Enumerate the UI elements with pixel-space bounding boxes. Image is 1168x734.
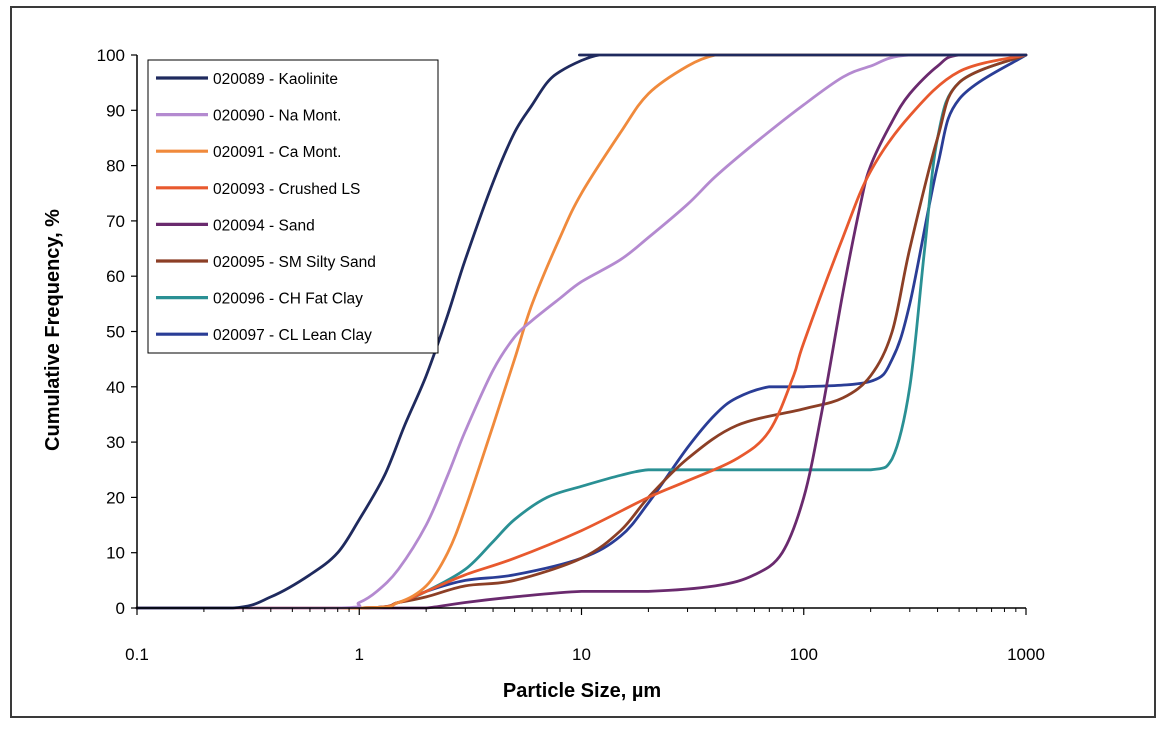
- series-line: [135, 53, 1028, 610]
- legend: 020089 - Kaolinite 020090 - Na Mont. 02009…: [147, 59, 439, 354]
- y-tick-label: 100: [97, 46, 125, 65]
- series-line: [135, 53, 1028, 610]
- y-tick-label: 60: [106, 267, 125, 286]
- legend-entry: 020090 - Na Mont.: [213, 108, 341, 125]
- y-tick-label: 70: [106, 212, 125, 231]
- legend-entry: 020096 - CH Fat Clay: [213, 291, 363, 308]
- y-tick-label: 90: [106, 101, 125, 120]
- y-tick-label: 50: [106, 323, 125, 342]
- x-tick-label: 10: [572, 645, 591, 664]
- y-axis-title: Cumulative Frequency, %: [42, 209, 64, 451]
- x-tick-label: 1000: [1007, 645, 1045, 664]
- legend-entry: 020091 - Ca Mont.: [213, 144, 341, 161]
- tick-labels: 0 10 20 30 40 50 60 70 80 90 100 0.1 1 10 100 1000: [97, 46, 1045, 664]
- legend-box: [147, 59, 439, 354]
- y-tick-label: 80: [106, 157, 125, 176]
- y-tick-label: 10: [106, 544, 125, 563]
- legend-entry: 020089 - Kaolinite: [213, 71, 338, 88]
- x-axis-title: Particle Size, µm: [503, 680, 661, 702]
- y-tick-label: 20: [106, 488, 125, 507]
- x-tick-label: 1: [355, 645, 364, 664]
- x-tick-label: 100: [790, 645, 818, 664]
- legend-entry: 020094 - Sand: [213, 217, 315, 234]
- series-line: [135, 53, 1028, 610]
- y-tick-label: 30: [106, 433, 125, 452]
- x-tick-label: 0.1: [125, 645, 149, 664]
- plot-lines: [135, 53, 1028, 610]
- y-tick-label: 40: [106, 378, 125, 397]
- series-line: [135, 53, 1028, 610]
- legend-entry: 020097 - CL Lean Clay: [213, 327, 372, 344]
- legend-entry: 020095 - SM Silty Sand: [213, 254, 376, 271]
- legend-entry: 020093 - Crushed LS: [213, 181, 360, 198]
- axes: [131, 54, 1027, 615]
- y-tick-label: 0: [116, 599, 125, 618]
